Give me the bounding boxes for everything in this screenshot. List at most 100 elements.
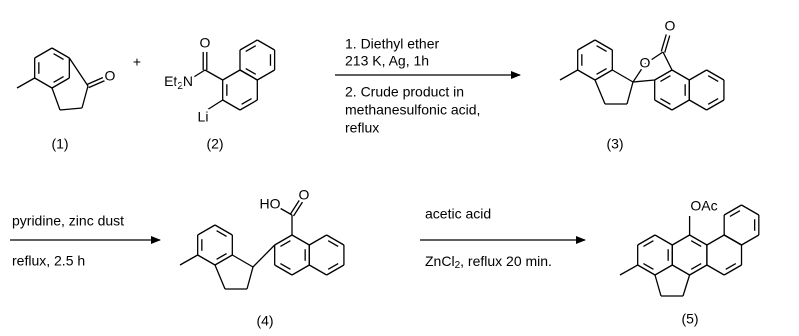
condition-text: ZnCl xyxy=(425,253,455,269)
bond xyxy=(688,69,707,81)
compound-label: (2) xyxy=(206,136,223,152)
bond xyxy=(654,274,662,297)
bond xyxy=(664,35,671,53)
bond xyxy=(326,264,345,276)
bond xyxy=(34,47,53,59)
bond xyxy=(626,81,634,105)
atom-label: Et2N xyxy=(164,73,193,92)
bond xyxy=(51,77,70,89)
bond xyxy=(660,34,667,52)
bond xyxy=(59,107,83,111)
bond xyxy=(632,79,655,83)
subscript: 2 xyxy=(455,260,461,271)
bond xyxy=(706,234,725,246)
bond xyxy=(671,69,690,81)
bond xyxy=(643,262,654,270)
bond xyxy=(671,99,690,111)
bond xyxy=(280,262,291,270)
bond xyxy=(327,240,339,248)
atom-label: O xyxy=(640,55,651,71)
bond xyxy=(596,67,607,75)
bond xyxy=(632,63,646,83)
bond xyxy=(594,39,613,51)
bond xyxy=(216,252,227,260)
compound-label: (5) xyxy=(681,311,698,327)
bond xyxy=(291,264,310,276)
atom-label: O xyxy=(200,35,211,51)
bond xyxy=(706,69,725,81)
bond xyxy=(682,274,691,297)
bond xyxy=(214,264,226,290)
bond xyxy=(662,51,673,71)
bonds xyxy=(16,34,760,297)
bond xyxy=(256,69,275,81)
compound-label: (3) xyxy=(606,136,623,152)
bond xyxy=(723,264,742,276)
bond xyxy=(308,264,327,276)
bond xyxy=(643,240,654,248)
bond xyxy=(577,39,596,51)
bond xyxy=(671,234,690,246)
bond xyxy=(292,201,304,217)
bond xyxy=(637,234,656,246)
bond xyxy=(729,210,741,218)
bond xyxy=(51,47,70,59)
bond xyxy=(741,204,760,216)
bond xyxy=(654,69,673,81)
atom-label: HO xyxy=(260,196,281,212)
condition-text: 213 K, Ag, 1h xyxy=(345,53,429,69)
bond xyxy=(611,69,634,83)
condition-text: acetic acid xyxy=(425,206,491,222)
atom-label: O xyxy=(665,18,676,34)
bond xyxy=(280,240,291,248)
condition-text: reflux xyxy=(345,120,379,136)
bond xyxy=(239,69,258,81)
bond xyxy=(690,262,702,270)
condition-text: pyridine, zinc dust xyxy=(12,213,124,229)
bond xyxy=(241,97,252,105)
bond xyxy=(214,254,233,266)
bond xyxy=(725,262,737,270)
bond xyxy=(239,99,258,111)
bond xyxy=(308,234,327,246)
bond xyxy=(559,69,578,81)
bond xyxy=(654,99,673,111)
bond xyxy=(594,79,606,105)
atom-text: N xyxy=(183,73,193,89)
bond xyxy=(277,206,293,216)
subscript: 2 xyxy=(177,81,183,92)
bond xyxy=(197,224,216,236)
bond xyxy=(619,264,638,276)
bond xyxy=(660,75,671,83)
bond xyxy=(188,69,206,81)
bond xyxy=(68,57,89,87)
bond xyxy=(81,85,89,109)
bond xyxy=(723,204,742,216)
bond xyxy=(274,234,293,246)
atom-label: O xyxy=(299,187,310,203)
bond xyxy=(222,69,241,81)
bond xyxy=(252,244,276,268)
bond xyxy=(222,99,241,111)
bond xyxy=(654,234,673,246)
bond xyxy=(644,51,664,65)
bond xyxy=(197,254,216,266)
bond xyxy=(291,234,310,246)
bond xyxy=(706,264,725,276)
plus-sign: + xyxy=(133,54,141,70)
condition-text: ZnCl2, reflux 20 min. xyxy=(425,253,552,271)
bond xyxy=(216,230,227,238)
bond xyxy=(88,80,105,89)
bond xyxy=(206,99,224,111)
bond xyxy=(637,264,656,276)
bond xyxy=(239,39,258,51)
bond xyxy=(214,224,233,236)
bond xyxy=(689,264,708,276)
atom-label: Li xyxy=(198,109,209,125)
bond xyxy=(231,254,254,268)
bond xyxy=(596,45,607,53)
compound-label: (4) xyxy=(256,313,273,329)
bond xyxy=(577,69,596,81)
compound-label: (1) xyxy=(51,136,68,152)
atom-label: O xyxy=(105,68,116,84)
